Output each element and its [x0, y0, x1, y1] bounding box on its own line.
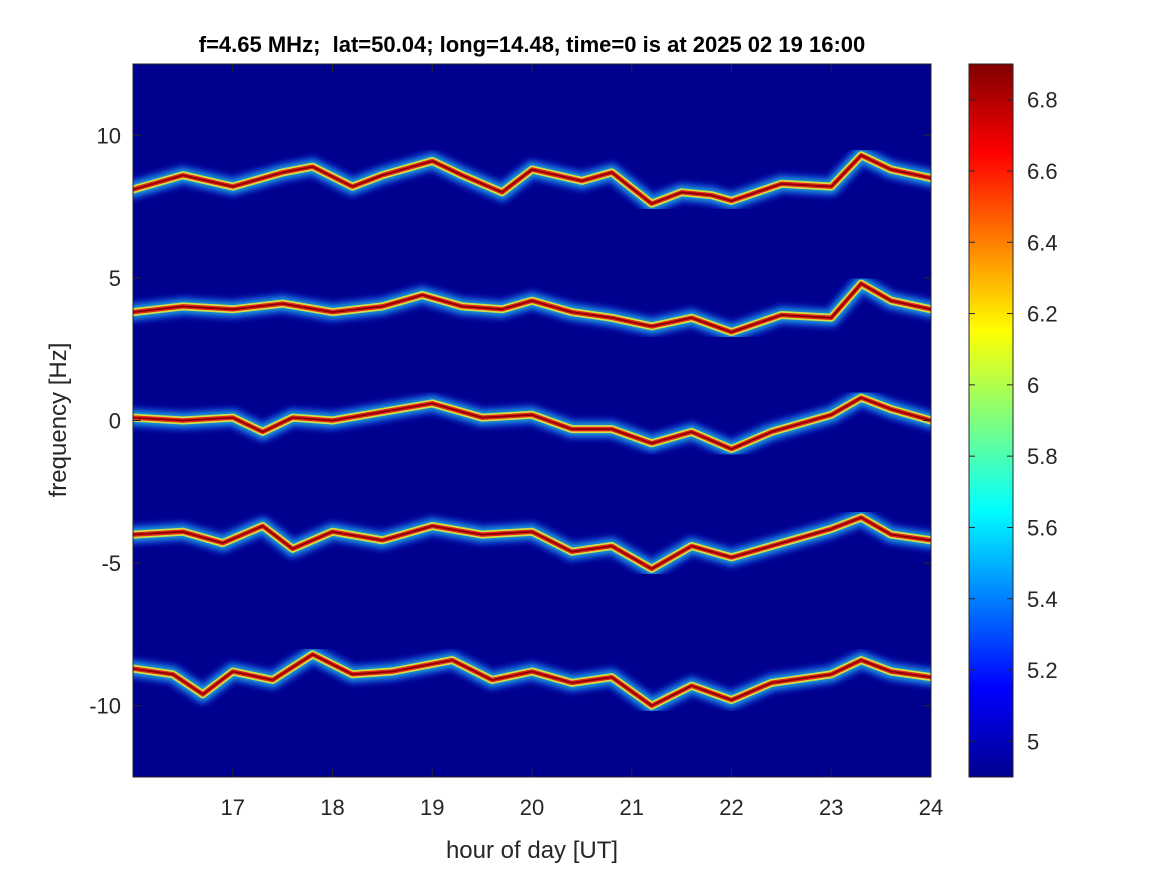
x-tick-label: 24 [919, 795, 943, 820]
colorbar-tick-label: 5.6 [1027, 515, 1058, 540]
colorbar-tick-label: 5.2 [1027, 658, 1058, 683]
colorbar-tick-label: 5.8 [1027, 444, 1058, 469]
colorbar-tick-label: 6.8 [1027, 88, 1058, 113]
y-tick-label: -5 [101, 551, 121, 576]
x-tick-label: 21 [620, 795, 644, 820]
colorbar-tick-label: 6.2 [1027, 302, 1058, 327]
x-axis: 17 18 19 20 21 22 23 24 [221, 64, 943, 820]
trace-3-layer-4 [133, 516, 931, 570]
x-tick-label: 18 [320, 795, 344, 820]
spectral-traces [133, 144, 931, 717]
trace-0-layer-4 [133, 154, 931, 205]
y-tick-label: 10 [97, 123, 121, 148]
x-axis-label: hour of day [UT] [446, 837, 618, 864]
chart-title: f=4.65 MHz; lat=50.04; long=14.48, time=… [199, 32, 866, 57]
x-tick-label: 22 [719, 795, 743, 820]
colorbar-tick-label: 5.4 [1027, 587, 1058, 612]
trace-4-layer-4 [133, 653, 931, 707]
x-tick-label: 20 [520, 795, 544, 820]
y-tick-label: 0 [109, 409, 121, 434]
colorbar-tick-label: 5 [1027, 729, 1039, 754]
colorbar-tick-label: 6 [1027, 373, 1039, 398]
y-tick-label: 5 [109, 266, 121, 291]
y-tick-label: -10 [89, 694, 121, 719]
colorbar-axis: 6.8 6.6 6.4 6.2 6 5.8 5.6 5.4 5.2 5 [969, 88, 1058, 754]
colorbar-tick-label: 6.4 [1027, 230, 1058, 255]
x-tick-label: 17 [221, 795, 245, 820]
colorbar-tick-label: 6.6 [1027, 159, 1058, 184]
trace-2-layer-4 [133, 396, 931, 450]
y-axis-label: frequency [Hz] [45, 343, 72, 498]
x-tick-label: 19 [420, 795, 444, 820]
x-tick-label: 23 [819, 795, 843, 820]
colorbar [968, 63, 1014, 778]
trace-1-layer-4 [133, 282, 931, 333]
y-axis: 10 5 0 -5 -10 [89, 123, 931, 719]
